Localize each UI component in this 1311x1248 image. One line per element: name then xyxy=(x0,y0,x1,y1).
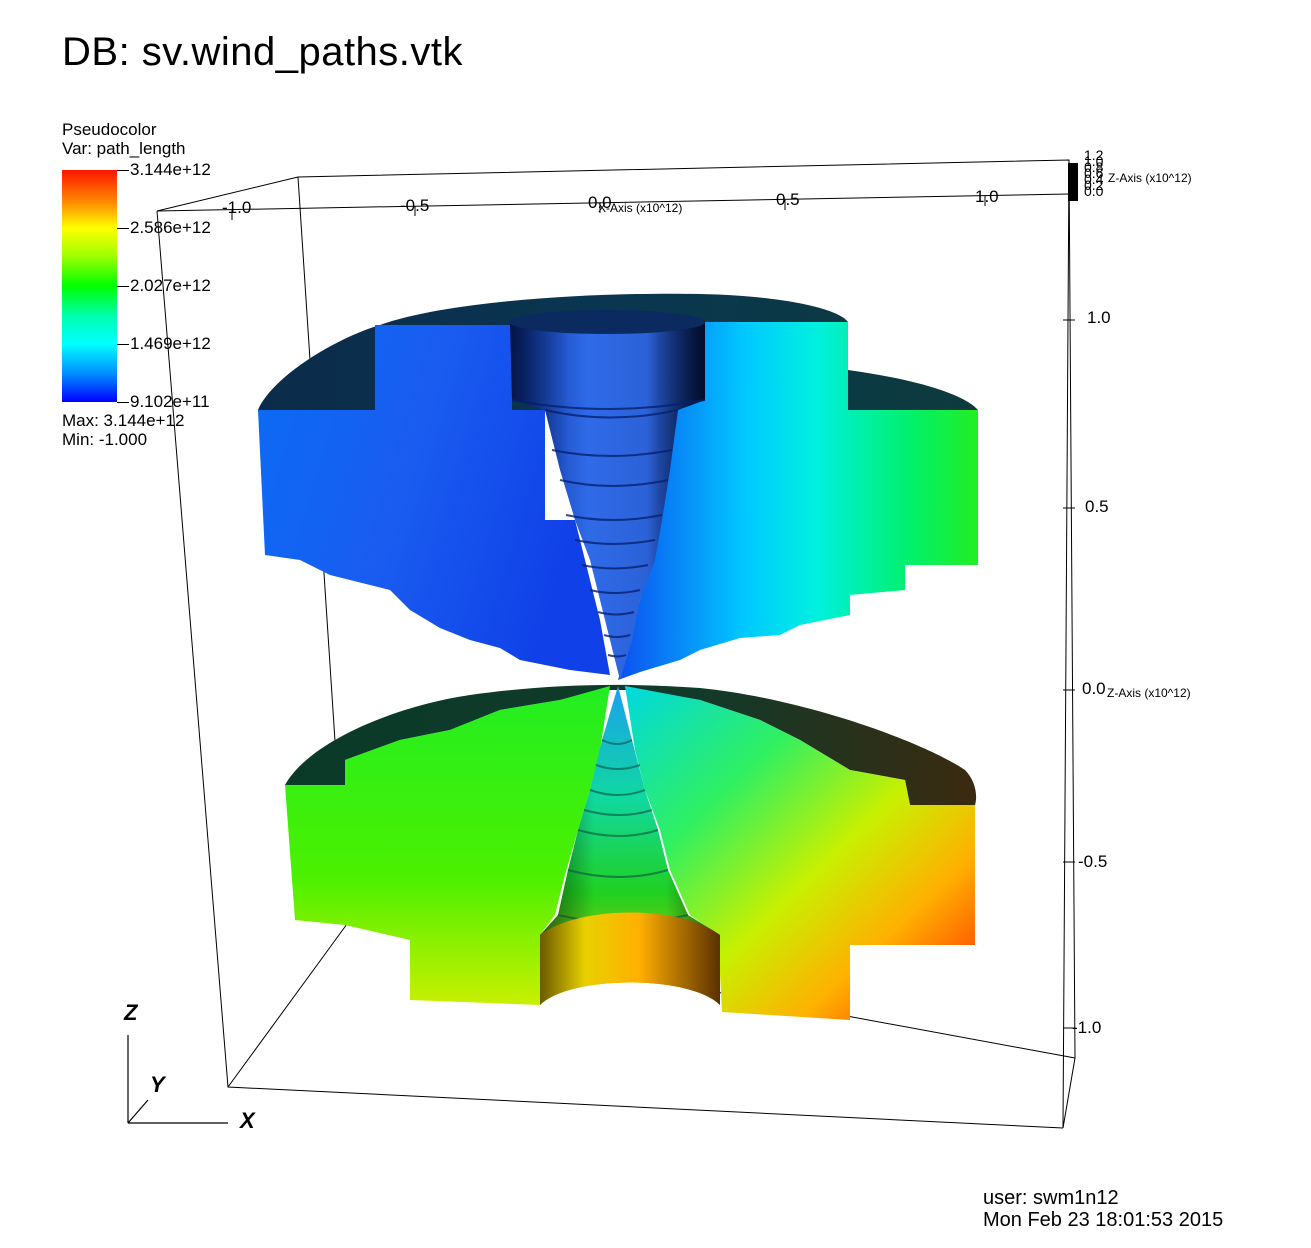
z-axis-ticks xyxy=(1063,319,1075,1029)
database-title: DB: sv.wind_paths.vtk xyxy=(62,30,464,74)
legend-variable: Var: path_length xyxy=(62,139,186,158)
legend-min-value: Min: -1.000 xyxy=(62,430,148,449)
z-tick-label: 1.0 xyxy=(1087,308,1111,327)
z-tick-label: 0.0 xyxy=(1082,679,1106,698)
lower-body-left xyxy=(285,686,610,1005)
triad-z-label: Z xyxy=(124,1000,138,1025)
lower-lid-surface xyxy=(285,684,977,805)
lower-cone xyxy=(540,686,720,1028)
legend-label: 2.027e+12 xyxy=(130,276,211,295)
x-tick-label: 1.0 xyxy=(975,187,999,206)
corner-axis-marks xyxy=(1068,163,1078,201)
legend-tick xyxy=(117,344,129,345)
corner-axis-title: Z-Axis (x10^12) xyxy=(1108,171,1192,185)
z-tick-label: -1.0 xyxy=(1072,1018,1102,1037)
x-tick-label: -0.5 xyxy=(400,196,430,215)
triad-x-label: X xyxy=(240,1108,255,1133)
x-axis-title: X-Axis (x10^12) xyxy=(598,201,683,215)
z-axis-title: Z-Axis (x10^12) xyxy=(1107,686,1191,700)
x-tick-label: 0.5 xyxy=(776,190,800,209)
legend-plot-type: Pseudocolor xyxy=(62,120,157,139)
legend-max-value: Max: 3.144e+12 xyxy=(62,411,185,430)
render-timestamp: Mon Feb 23 18:01:53 2015 xyxy=(983,1209,1224,1231)
z-tick-label: -0.5 xyxy=(1078,852,1108,871)
legend-label: 2.586e+12 xyxy=(130,218,211,237)
legend-minmax: Max: 3.144e+12 Min: -1.000 xyxy=(62,411,184,449)
x-tick-label: -1.0 xyxy=(222,198,252,217)
legend-label: 1.469e+12 xyxy=(130,334,211,353)
triad-y-label: Y xyxy=(150,1072,165,1097)
upper-body-right xyxy=(618,322,978,680)
legend-label-max: 3.144e+12 xyxy=(130,160,211,179)
legend-label-min: 9.102e+11 xyxy=(130,392,210,411)
color-legend-bar xyxy=(62,170,117,402)
lower-body-right xyxy=(625,686,975,1020)
legend-header: Pseudocolor Var: path_length xyxy=(62,120,186,158)
x-axis-ticks xyxy=(156,193,1070,220)
bounding-box xyxy=(156,159,1076,1129)
z-tick-label: 0.5 xyxy=(1085,497,1109,516)
legend-tick xyxy=(117,402,129,403)
corner-tick-label: 0.0 xyxy=(1084,183,1104,199)
x-tick-label: 0.0 xyxy=(588,193,612,212)
legend-tick xyxy=(117,170,129,171)
corner-tick-labels: 1.2 1.0 0.8 0.6 0.4 0.2 0.0 xyxy=(1084,148,1104,199)
upper-body-left xyxy=(258,325,610,675)
user-info: user: swm1n12 Mon Feb 23 18:01:53 2015 xyxy=(983,1187,1223,1231)
user-name: user: swm1n12 xyxy=(983,1187,1119,1209)
upper-cone xyxy=(509,310,706,680)
legend-tick xyxy=(117,228,129,229)
legend-tick xyxy=(117,286,129,287)
axis-triad xyxy=(127,1035,228,1124)
